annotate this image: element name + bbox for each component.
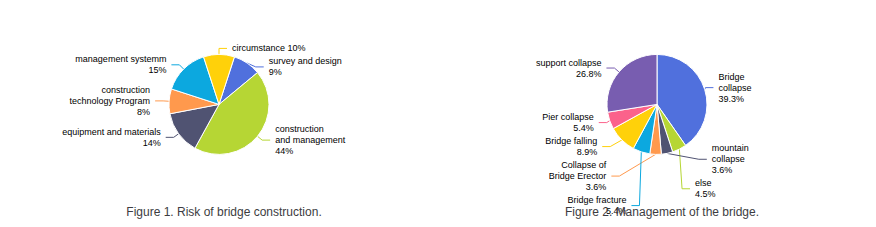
svg-text:construction: construction: [102, 85, 151, 95]
svg-text:Bridge falling: Bridge falling: [545, 136, 597, 146]
svg-text:construction: construction: [275, 124, 324, 134]
svg-text:4.5%: 4.5%: [695, 189, 716, 199]
svg-text:management systemm: management systemm: [75, 54, 166, 64]
svg-text:collapse: collapse: [712, 154, 745, 164]
svg-text:14%: 14%: [143, 138, 161, 148]
svg-text:8.9%: 8.9%: [577, 147, 598, 157]
svg-text:3.6%: 3.6%: [712, 165, 733, 175]
svg-text:support collapse: support collapse: [536, 58, 602, 68]
svg-text:44%: 44%: [275, 146, 293, 156]
svg-text:else: else: [695, 178, 712, 188]
svg-text:Figure 2. Management of the br: Figure 2. Management of the bridge.: [565, 205, 759, 219]
svg-text:8%: 8%: [137, 107, 150, 117]
svg-text:survey and design: survey and design: [269, 56, 342, 66]
svg-text:26.8%: 26.8%: [576, 69, 602, 79]
svg-text:15%: 15%: [148, 65, 166, 75]
svg-text:collapse: collapse: [718, 83, 751, 93]
svg-text:mountain: mountain: [712, 143, 749, 153]
svg-text:Pier collapse: Pier collapse: [542, 112, 594, 122]
svg-text:circumstance 10%: circumstance 10%: [232, 43, 306, 53]
svg-text:Figure 1. Risk of bridge const: Figure 1. Risk of bridge construction.: [126, 205, 321, 219]
svg-text:9%: 9%: [269, 67, 282, 77]
svg-text:5.4%: 5.4%: [573, 123, 594, 133]
svg-text:3.6%: 3.6%: [586, 182, 607, 192]
svg-text:Collapse of: Collapse of: [561, 160, 607, 170]
svg-text:Bridge Erector: Bridge Erector: [549, 171, 607, 181]
svg-text:and management: and management: [275, 135, 346, 145]
svg-text:technology Program: technology Program: [70, 96, 151, 106]
svg-text:equipment and materials: equipment and materials: [62, 127, 161, 137]
svg-text:Bridge fracture: Bridge fracture: [567, 195, 626, 205]
svg-text:Bridge: Bridge: [718, 72, 744, 82]
svg-text:39.3%: 39.3%: [718, 94, 744, 104]
